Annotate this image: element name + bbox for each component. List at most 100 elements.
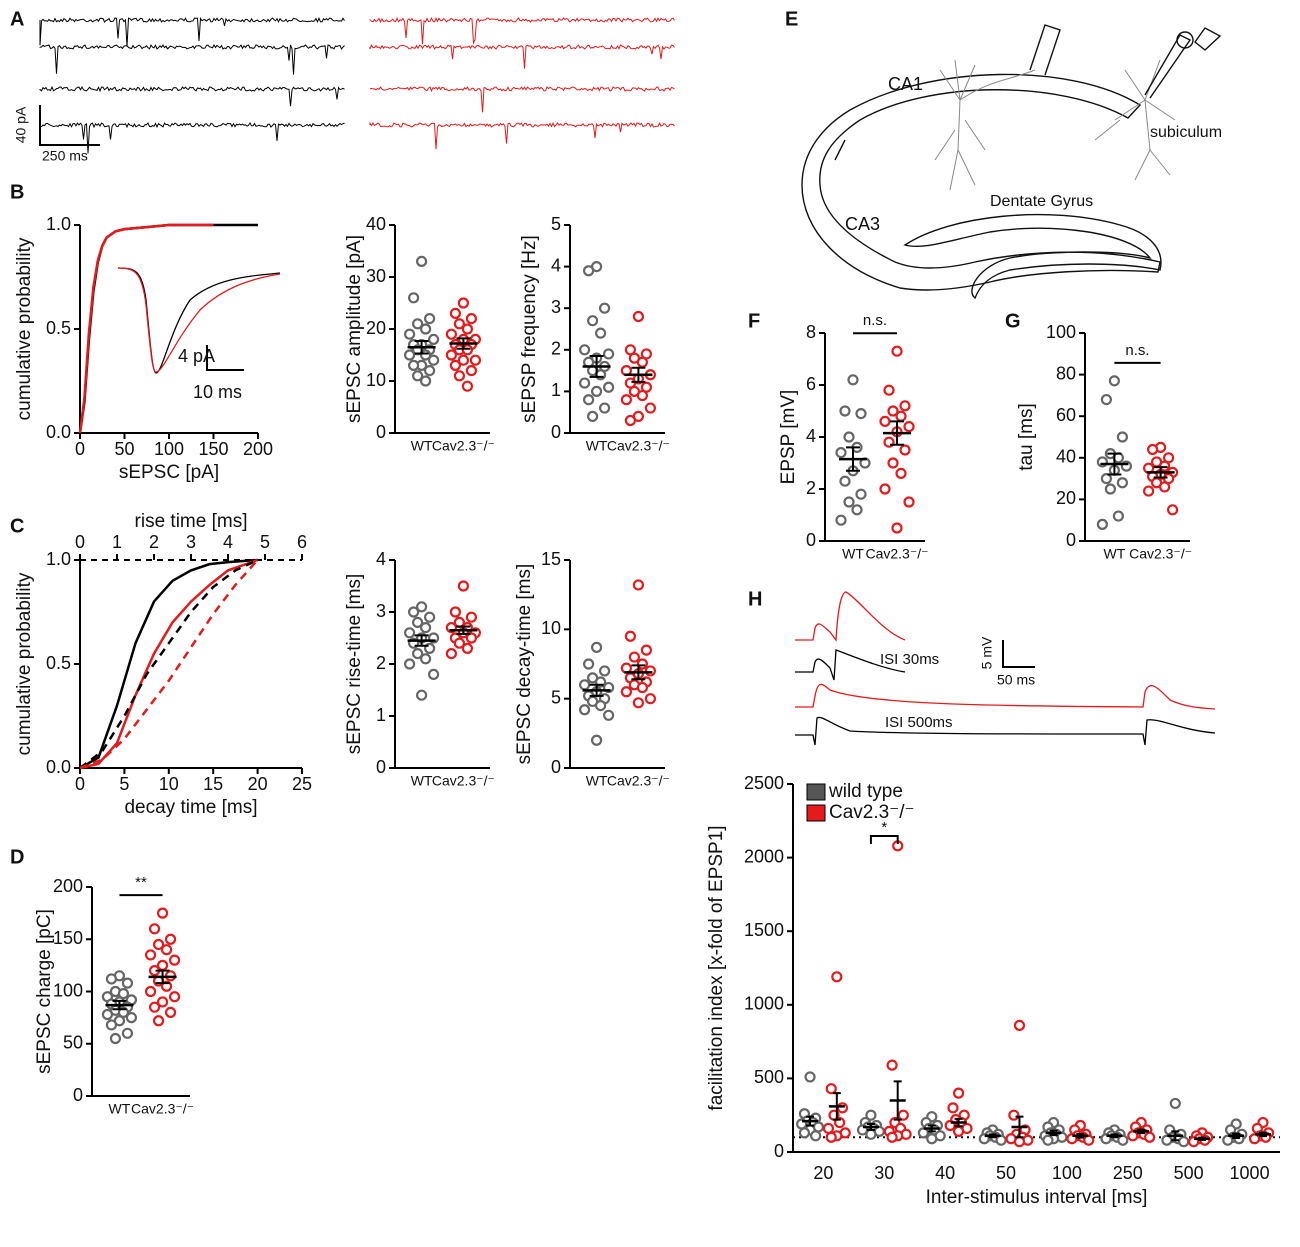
data-point xyxy=(465,313,477,325)
data-point xyxy=(865,1128,877,1140)
data-point xyxy=(404,627,416,639)
data-point xyxy=(891,522,903,534)
data-point xyxy=(461,344,473,356)
data-point xyxy=(947,1102,959,1114)
data-point xyxy=(899,444,911,456)
data-point xyxy=(424,313,436,325)
data-point xyxy=(1013,1019,1026,1032)
data-point xyxy=(453,637,465,649)
data-point xyxy=(887,405,899,417)
data-point xyxy=(847,374,859,386)
data-point xyxy=(408,292,420,304)
trace xyxy=(795,649,906,681)
data-point xyxy=(156,996,169,1008)
x-tick-label: 5 xyxy=(260,532,270,552)
error-bar xyxy=(1110,1133,1119,1139)
error-bar xyxy=(890,420,904,446)
data-point xyxy=(404,328,416,340)
x-tick-label: 100 xyxy=(154,439,184,459)
scale-label: 10 ms xyxy=(193,382,242,402)
data-point xyxy=(1108,375,1121,387)
data-point xyxy=(109,1032,122,1045)
data-point xyxy=(590,641,603,653)
y-axis-label: EPSP [mV] xyxy=(778,390,799,485)
error-bar xyxy=(1015,1115,1024,1139)
data-point xyxy=(598,402,611,414)
data-point xyxy=(164,933,177,945)
panel-letter: D xyxy=(10,846,24,868)
x-tick-label: 30 xyxy=(874,1163,894,1183)
data-point xyxy=(831,971,843,983)
y-axis-label: sEPSC decay-time [ms] xyxy=(514,564,535,765)
y-tick-label: 1.0 xyxy=(46,549,71,569)
error-bar xyxy=(631,664,646,681)
error-bar xyxy=(1076,1133,1085,1139)
data-point xyxy=(899,400,911,412)
x-tick-label: WT xyxy=(411,438,433,454)
y-tick-label: 60 xyxy=(1056,405,1076,425)
y-axis-label: sEPSC rise-time [ms] xyxy=(344,574,365,755)
data-point xyxy=(578,704,591,716)
data-point xyxy=(416,601,428,613)
data-point xyxy=(1222,1134,1234,1146)
data-point xyxy=(883,384,895,396)
data-point xyxy=(125,1012,138,1024)
error-bar xyxy=(1171,1130,1180,1142)
data-point xyxy=(121,977,134,989)
y-tick-label: 0.0 xyxy=(46,422,71,442)
y-axis-label: sEPSP frequency [Hz] xyxy=(519,235,540,423)
y-tick-label: 1 xyxy=(376,705,386,725)
y-axis-label: cumulative probability xyxy=(14,572,35,755)
data-point xyxy=(1100,393,1113,406)
x-tick-label: Cav2.3⁻/⁻ xyxy=(865,546,928,562)
y-tick-label: 3 xyxy=(376,601,386,621)
data-point xyxy=(445,328,457,340)
data-point xyxy=(465,611,477,623)
scale-label: 50 ms xyxy=(997,672,1035,688)
error-bar xyxy=(1198,1136,1207,1141)
y-tick-label: 2 xyxy=(806,478,816,498)
data-point xyxy=(590,385,603,397)
scale-label: 5 mV xyxy=(979,636,995,669)
data-point xyxy=(835,514,847,526)
cdf-line xyxy=(78,223,258,434)
data-point xyxy=(1096,518,1109,530)
data-point xyxy=(461,642,473,655)
x-tick-label: 150 xyxy=(198,439,228,459)
data-point xyxy=(624,414,637,427)
data-point xyxy=(640,644,653,656)
y-tick-label: 50 xyxy=(63,1033,83,1053)
legend-label: Cav2.3⁻/⁻ xyxy=(829,802,915,823)
data-point xyxy=(105,1019,118,1031)
y-tick-label: 0 xyxy=(551,757,561,777)
amplifier xyxy=(1194,27,1222,51)
data-point xyxy=(168,954,181,966)
significance-label: n.s. xyxy=(863,312,887,329)
data-point xyxy=(620,686,633,698)
data-point xyxy=(469,354,481,366)
x-tick-label: 5 xyxy=(119,774,129,794)
region-label: subiculum xyxy=(1150,124,1222,141)
error-bar xyxy=(988,1133,997,1139)
panel-letter: B xyxy=(10,181,24,203)
y-tick-label: 40 xyxy=(366,214,386,234)
data-point xyxy=(160,944,173,956)
data-point xyxy=(897,1109,909,1121)
data-point xyxy=(1161,1134,1173,1146)
data-point xyxy=(835,447,847,459)
data-point xyxy=(594,327,607,339)
y-tick-label: 80 xyxy=(1056,363,1076,383)
x-tick-label: WT xyxy=(1104,546,1126,562)
data-point xyxy=(886,1059,898,1071)
error-bar xyxy=(589,355,604,378)
region-label: Dentate Gyrus xyxy=(990,193,1093,210)
legend-label: wild type xyxy=(828,781,903,802)
y-tick-label: 3 xyxy=(551,297,561,317)
y-tick-label: 150 xyxy=(53,928,83,948)
x-tick-label: 0 xyxy=(75,774,85,794)
data-point xyxy=(445,647,457,660)
error-bar xyxy=(832,1092,841,1121)
data-point xyxy=(865,1109,877,1121)
x-axis-label: decay time [ms] xyxy=(124,797,257,818)
data-point xyxy=(891,345,903,357)
